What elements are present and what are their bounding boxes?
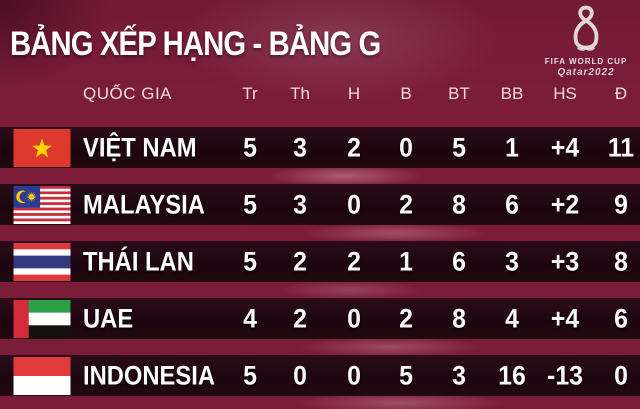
- stat-value: 0: [399, 132, 413, 162]
- stat-value: 4: [243, 303, 257, 333]
- country-name: THÁI LAN: [83, 246, 194, 276]
- stat-value: 5: [399, 360, 413, 390]
- fifa-world-cup-label: FIFA WORLD CUP: [544, 57, 628, 66]
- country-name: VIỆT NAM: [83, 132, 197, 162]
- col-header-h: H: [347, 84, 361, 103]
- country-column-header: QUỐC GIA: [83, 84, 173, 103]
- indonesia-flag-icon: [12, 357, 72, 395]
- stat-value: 8: [614, 246, 628, 276]
- stat-value: 2: [293, 303, 307, 333]
- malaysia-flag-icon: [12, 186, 72, 224]
- stat-value: +3: [550, 246, 580, 276]
- col-header-hs: HS: [553, 84, 577, 103]
- stat-value: 0: [293, 360, 307, 390]
- stat-value: 5: [243, 189, 257, 219]
- stat-value: 1: [505, 132, 519, 162]
- stat-value: 6: [614, 303, 628, 333]
- stat-value: 6: [452, 246, 466, 276]
- table-row: VIỆT NAM 5 3 2 0 5 1 +4 11: [0, 127, 640, 168]
- stat-value: +2: [550, 189, 580, 219]
- world-cup-trophy-icon: [573, 5, 599, 51]
- stat-value: 3: [293, 189, 307, 219]
- stat-value: 16: [498, 360, 526, 390]
- stat-value: 3: [452, 360, 466, 390]
- stat-value: 2: [399, 303, 413, 333]
- col-header-b: B: [400, 84, 412, 103]
- stat-value: 4: [505, 303, 519, 333]
- table-row: THÁI LAN 5 2 2 1 6 3 +3 8: [0, 241, 640, 282]
- stat-value: 8: [452, 303, 466, 333]
- uae-flag-icon: [12, 300, 72, 338]
- stat-value: 5: [243, 360, 257, 390]
- stat-value: 0: [347, 303, 361, 333]
- col-header-bb: BB: [500, 84, 524, 103]
- qatar-2022-label: Qatar2022: [557, 67, 615, 78]
- world-cup-logo: FIFA WORLD CUP Qatar2022: [538, 3, 634, 78]
- stat-value: 9: [614, 189, 628, 219]
- stat-value: +4: [550, 303, 580, 333]
- stat-value: 6: [505, 189, 519, 219]
- table-row: MALAYSIA 5 3 0 2 8 6 +2 9: [0, 184, 640, 225]
- stat-value: 2: [293, 246, 307, 276]
- col-header-d: Đ: [614, 84, 628, 103]
- col-header-bt: BT: [448, 84, 470, 103]
- table-header-row: QUỐC GIA Tr Th H B BT BB HS Đ: [0, 84, 640, 104]
- vietnam-flag-icon: [12, 129, 72, 167]
- stat-value: 5: [452, 132, 466, 162]
- stat-value: 11: [607, 132, 635, 162]
- stat-value: 2: [347, 132, 361, 162]
- col-header-th: Th: [290, 84, 310, 103]
- stat-value: +4: [550, 132, 580, 162]
- stat-value: 3: [505, 246, 519, 276]
- stat-value: 0: [614, 360, 628, 390]
- table-row: UAE 4 2 0 2 8 4 +4 6: [0, 298, 640, 339]
- stat-value: 2: [399, 189, 413, 219]
- country-name: UAE: [83, 303, 134, 333]
- stat-value: 5: [243, 246, 257, 276]
- stat-value: 0: [347, 360, 361, 390]
- stat-value: 1: [399, 246, 413, 276]
- stat-value: 5: [243, 132, 257, 162]
- stat-value: 8: [452, 189, 466, 219]
- thailand-flag-icon: [12, 243, 72, 281]
- page-title: BẢNG XẾP HẠNG - BẢNG G: [10, 25, 381, 63]
- stat-value: -13: [547, 360, 583, 390]
- stat-value: 3: [293, 132, 307, 162]
- stat-value: 0: [347, 189, 361, 219]
- country-name: MALAYSIA: [83, 189, 205, 219]
- table-row: INDONESIA 5 0 0 5 3 16 -13 0: [0, 355, 640, 396]
- stat-value: 2: [347, 246, 361, 276]
- col-header-tr: Tr: [242, 84, 258, 103]
- country-name: INDONESIA: [83, 360, 216, 390]
